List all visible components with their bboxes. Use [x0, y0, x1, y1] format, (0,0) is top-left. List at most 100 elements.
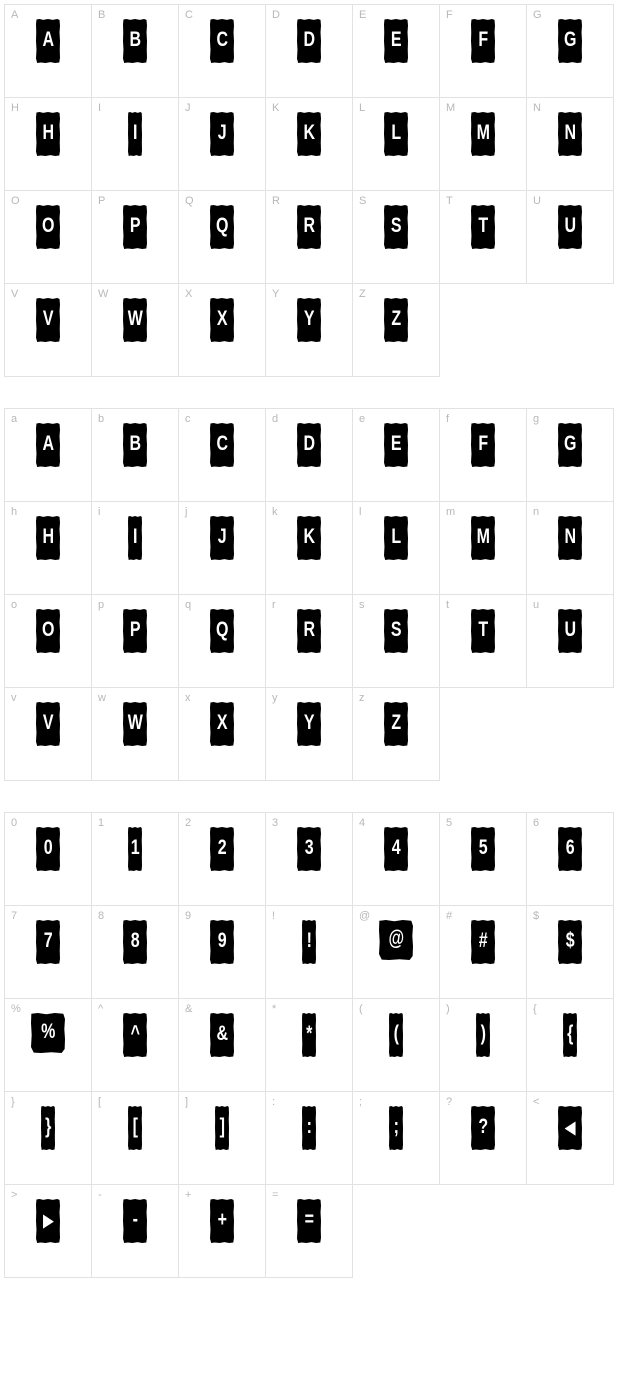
glyph-block: I: [128, 112, 142, 156]
glyph-cell: yY: [265, 687, 353, 781]
glyph-wrap: N: [527, 516, 613, 560]
glyph-char: +: [218, 1209, 227, 1232]
glyph-wrap: +: [179, 1199, 265, 1243]
glyph-block: D: [297, 423, 321, 467]
glyph-char: M: [477, 526, 490, 549]
glyph-char: R: [303, 619, 314, 642]
glyph-char: I: [133, 526, 137, 549]
glyph-char: 8: [131, 930, 139, 953]
glyph-cell: 00: [4, 812, 92, 906]
glyph-block: (: [389, 1013, 403, 1057]
glyph-block: H: [36, 112, 60, 156]
glyph-cell: XX: [178, 283, 266, 377]
glyph-block: 4: [384, 827, 408, 871]
glyph-char: Q: [216, 619, 228, 642]
glyph-cell: &&: [178, 998, 266, 1092]
glyph-wrap: T: [440, 609, 526, 653]
glyph-cell: zZ: [352, 687, 440, 781]
glyph-block: J: [210, 516, 234, 560]
glyph-cell: ;;: [352, 1091, 440, 1185]
glyph-block: G: [558, 423, 582, 467]
glyph-cell: hH: [4, 501, 92, 595]
glyph-cell: cC: [178, 408, 266, 502]
glyph-wrap: ^: [92, 1013, 178, 1057]
glyph-block: A: [36, 423, 60, 467]
glyph-block: V: [36, 298, 60, 342]
glyph-cell: SS: [352, 190, 440, 284]
glyph-block: ▶: [36, 1199, 60, 1243]
glyph-wrap: T: [440, 205, 526, 249]
glyph-char: !: [307, 930, 312, 953]
glyph-cell: WW: [91, 283, 179, 377]
glyph-char: Y: [304, 308, 314, 331]
glyph-char: V: [43, 712, 53, 735]
glyph-cell: pP: [91, 594, 179, 688]
glyph-row: %%^^&&**(()){{: [4, 998, 636, 1091]
glyph-cell: aA: [4, 408, 92, 502]
glyph-wrap: M: [440, 112, 526, 156]
glyph-char: N: [564, 526, 575, 549]
glyph-cell: 22: [178, 812, 266, 906]
glyph-block: :: [302, 1106, 316, 1150]
glyph-wrap: Q: [179, 205, 265, 249]
glyph-char: Z: [391, 712, 400, 735]
glyph-wrap: 7: [5, 920, 91, 964]
glyph-char: P: [130, 215, 140, 238]
glyph-wrap: W: [92, 298, 178, 342]
glyph-block: C: [210, 423, 234, 467]
glyph-char: [: [133, 1116, 138, 1139]
glyph-wrap: R: [266, 205, 352, 249]
glyph-char: B: [129, 29, 140, 52]
glyph-cell: qQ: [178, 594, 266, 688]
glyph-block: V: [36, 702, 60, 746]
glyph-cell: sS: [352, 594, 440, 688]
glyph-block: $: [558, 920, 582, 964]
glyph-block: }: [41, 1106, 55, 1150]
glyph-char: K: [303, 526, 314, 549]
glyph-cell: ==: [265, 1184, 353, 1278]
glyph-wrap: S: [353, 205, 439, 249]
glyph-wrap: $: [527, 920, 613, 964]
glyph-block: B: [123, 423, 147, 467]
glyph-chart-1: aAbBcCdDeEfFgGhHiIjJkKlLmMnNoOpPqQrRsStT…: [4, 408, 636, 780]
glyph-char: X: [217, 308, 227, 331]
glyph-block: T: [471, 205, 495, 249]
glyph-wrap: C: [179, 423, 265, 467]
glyph-char: D: [303, 433, 314, 456]
glyph-block: %: [31, 1013, 65, 1053]
glyph-wrap: P: [92, 609, 178, 653]
glyph-block: M: [471, 516, 495, 560]
glyph-wrap: ▶: [5, 1199, 91, 1243]
glyph-block: Y: [297, 298, 321, 342]
glyph-char: C: [216, 433, 227, 456]
glyph-cell: <◀: [526, 1091, 614, 1185]
glyph-char: *: [306, 1023, 312, 1046]
glyph-block: E: [384, 19, 408, 63]
glyph-block: P: [123, 609, 147, 653]
glyph-wrap: ]: [179, 1106, 265, 1150]
empty-cell: [352, 1184, 440, 1278]
glyph-cell: ::: [265, 1091, 353, 1185]
glyph-char: A: [42, 29, 53, 52]
glyph-wrap: H: [5, 516, 91, 560]
glyph-char: M: [477, 122, 490, 145]
glyph-cell: TT: [439, 190, 527, 284]
glyph-cell: BB: [91, 4, 179, 98]
empty-cell: [526, 1184, 614, 1278]
glyph-cell: $$: [526, 905, 614, 999]
glyph-block: R: [297, 609, 321, 653]
glyph-block: U: [558, 609, 582, 653]
glyph-block: ;: [389, 1106, 403, 1150]
glyph-row: HHIIJJKKLLMMNN: [4, 97, 636, 190]
glyph-cell: 99: [178, 905, 266, 999]
glyph-block: 5: [471, 827, 495, 871]
character-map: AABBCCDDEEFFGGHHIIJJKKLLMMNNOOPPQQRRSSTT…: [4, 4, 636, 1277]
glyph-cell: PP: [91, 190, 179, 284]
glyph-wrap: 0: [5, 827, 91, 871]
glyph-wrap: U: [527, 205, 613, 249]
glyph-cell: !!: [265, 905, 353, 999]
glyph-block: =: [297, 1199, 321, 1243]
glyph-char: N: [564, 122, 575, 145]
glyph-cell: [[: [91, 1091, 179, 1185]
empty-cell: [439, 687, 527, 781]
